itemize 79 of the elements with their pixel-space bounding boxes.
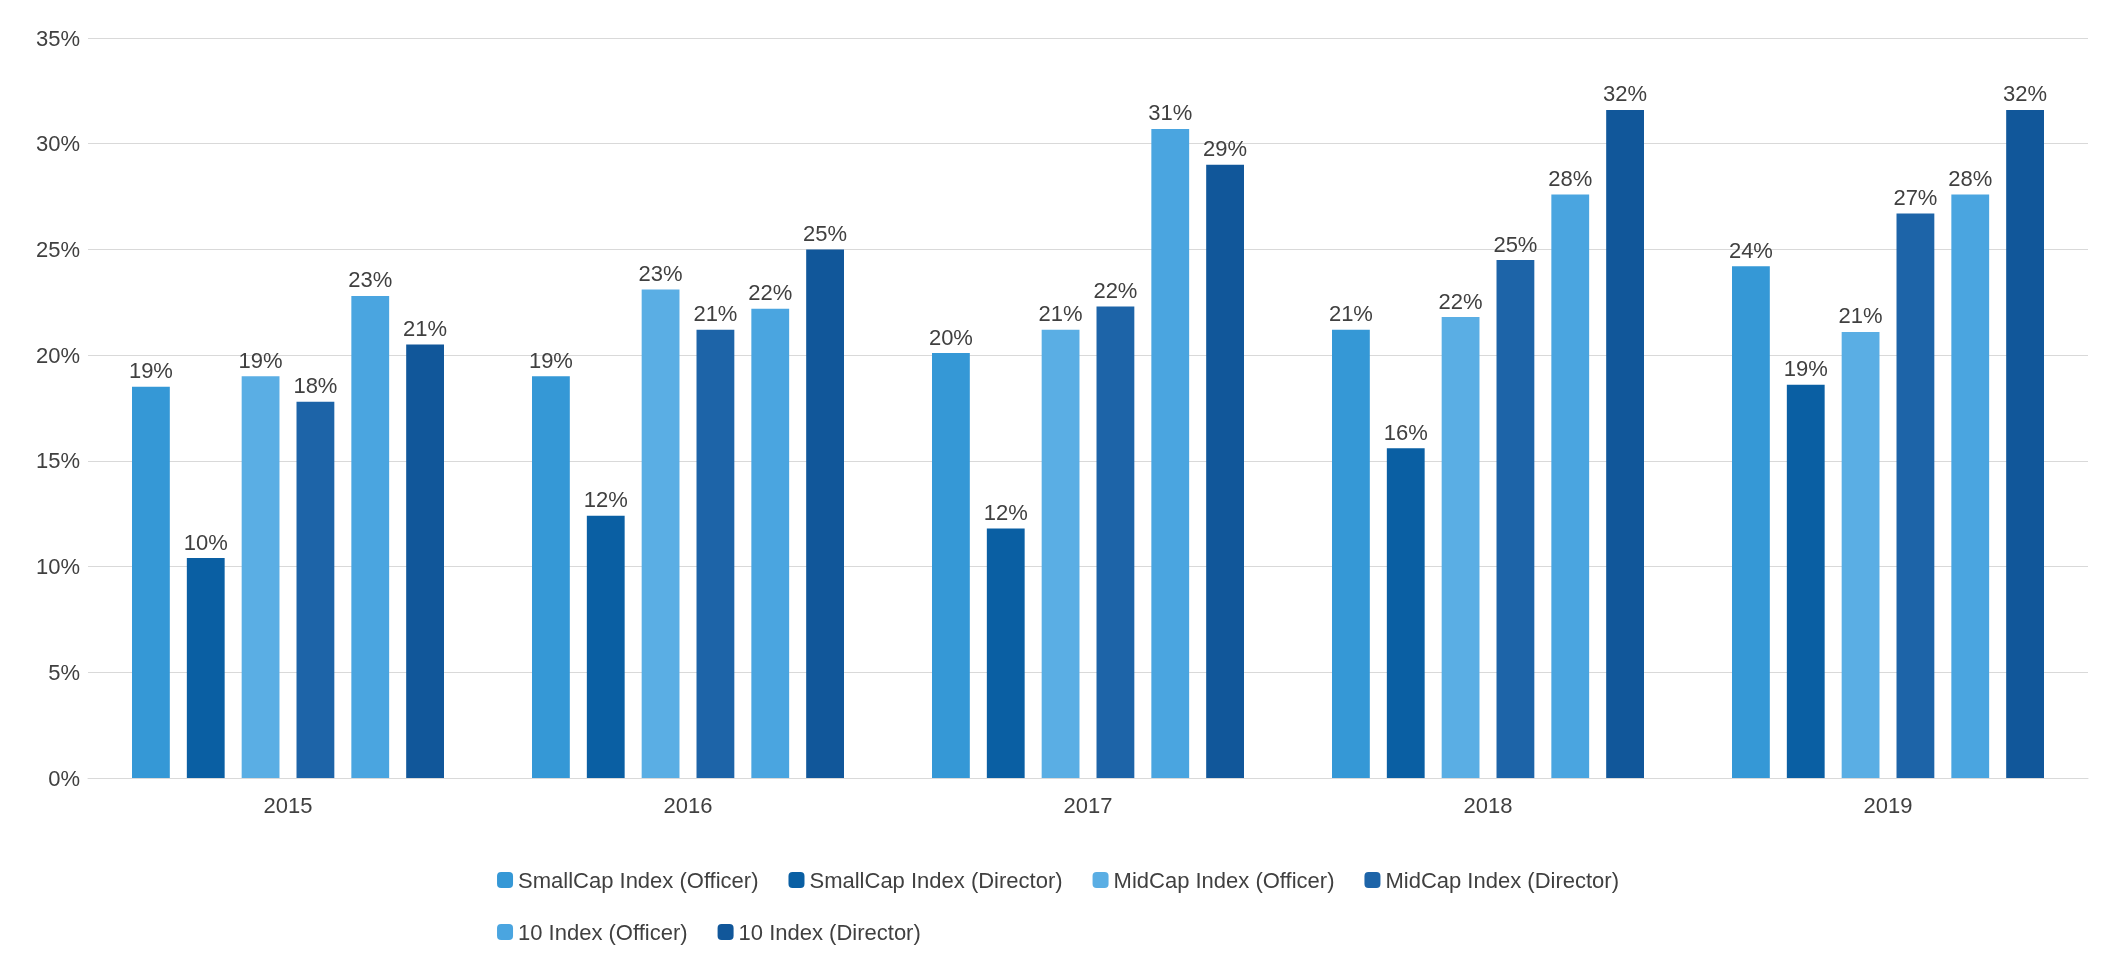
bar [351, 295, 390, 778]
data-label: 21% [693, 301, 738, 327]
legend-label: 10 Index (Officer) [518, 919, 688, 945]
bar [696, 329, 735, 778]
bar [1732, 266, 1770, 778]
bar [2006, 109, 2044, 778]
legend-label: SmallCap Index (Director) [809, 867, 1063, 893]
y-tick-label: 20% [35, 342, 80, 368]
legend-label: 10 Index (Director) [738, 919, 921, 945]
data-label: 12% [583, 487, 628, 513]
data-label: 21% [1838, 303, 1883, 329]
bar [1786, 384, 1825, 778]
bar [1041, 329, 1080, 778]
bar [1896, 213, 1935, 778]
data-label: 28% [1548, 165, 1593, 191]
x-tick-label: 2018 [1463, 792, 1513, 818]
bar [932, 353, 970, 778]
data-label: 31% [1148, 100, 1193, 126]
data-label: 27% [1893, 184, 1938, 210]
bar [986, 528, 1025, 778]
bar [751, 308, 790, 778]
x-tick-label: 2017 [1063, 792, 1113, 818]
data-label: 19% [238, 347, 283, 373]
data-label: 23% [348, 267, 393, 293]
y-tick-label: 10% [35, 554, 80, 580]
data-label: 16% [1383, 419, 1428, 445]
data-label: 25% [1493, 231, 1538, 257]
data-label: 22% [1438, 288, 1483, 314]
data-label: 21% [1038, 301, 1083, 327]
y-tick-label: 15% [35, 448, 80, 474]
data-label: 19% [128, 358, 173, 384]
data-label: 25% [803, 220, 848, 246]
bar [1441, 317, 1480, 778]
bar [1606, 109, 1644, 778]
legend-label: SmallCap Index (Officer) [518, 867, 759, 893]
data-label: 24% [1728, 237, 1773, 263]
data-label: 20% [928, 324, 973, 350]
data-label: 29% [1203, 136, 1248, 162]
y-tick-label: 25% [35, 236, 80, 262]
y-tick-label: 35% [35, 25, 80, 51]
data-label: 10% [183, 529, 228, 555]
bar [406, 344, 444, 778]
bar [186, 558, 225, 778]
data-label: 12% [983, 500, 1028, 526]
data-label: 22% [1093, 278, 1138, 304]
bar [1951, 194, 1990, 778]
bar [1332, 329, 1370, 778]
data-label: 18% [293, 373, 338, 399]
bar [806, 249, 844, 778]
data-label: 23% [638, 261, 683, 287]
bar [532, 376, 570, 778]
data-label: 32% [2003, 81, 2048, 107]
x-tick-label: 2015 [263, 792, 313, 818]
data-label: 22% [748, 280, 793, 306]
legend-label: MidCap Index (Officer) [1113, 867, 1335, 893]
y-tick-label: 5% [48, 659, 80, 685]
data-label: 19% [1783, 356, 1828, 382]
bar [586, 515, 625, 778]
bar [1496, 260, 1535, 778]
bar [132, 386, 170, 778]
data-label: 19% [528, 347, 573, 373]
y-tick-label: 30% [35, 131, 80, 157]
bar [1551, 194, 1590, 778]
legend-label: MidCap Index (Director) [1385, 867, 1619, 893]
x-tick-label: 2019 [1863, 792, 1913, 818]
bar [641, 289, 680, 778]
data-label: 28% [1948, 165, 1993, 191]
x-tick-label: 2016 [663, 792, 713, 818]
data-label: 21% [1328, 301, 1373, 327]
y-tick-label: 0% [48, 765, 80, 791]
bar [296, 401, 335, 778]
data-label: 21% [403, 316, 448, 342]
bar [1151, 128, 1190, 778]
bar [1386, 448, 1425, 778]
bar [1096, 306, 1135, 778]
data-label: 32% [1603, 81, 1648, 107]
bar [1841, 331, 1880, 778]
bar [241, 376, 280, 778]
bar [1206, 164, 1244, 778]
